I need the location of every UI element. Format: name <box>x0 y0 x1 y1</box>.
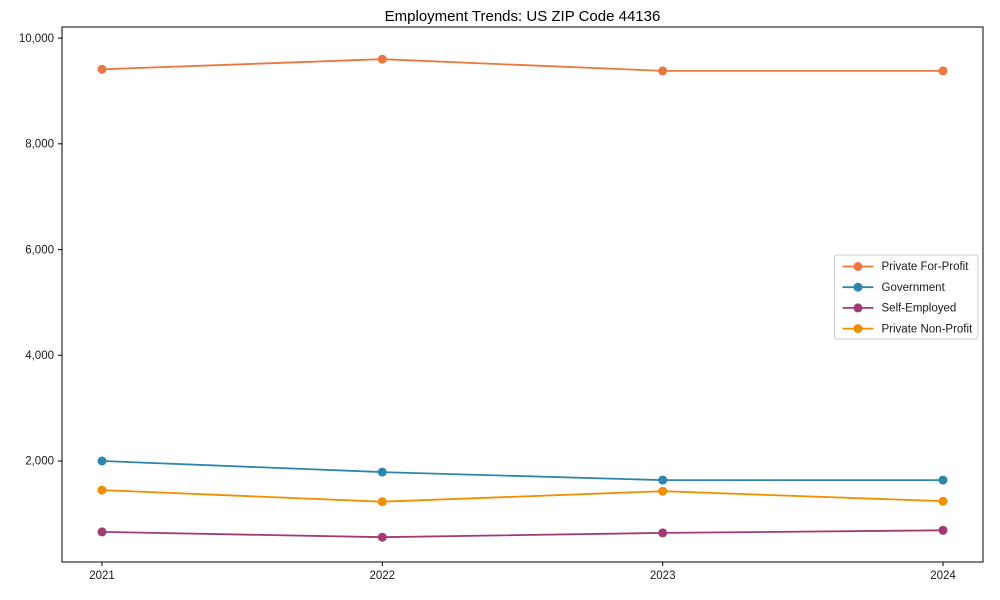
x-tick-label: 2022 <box>370 570 396 582</box>
legend-marker-self-employed <box>853 303 863 313</box>
series-marker-self-employed <box>377 532 387 542</box>
series-marker-self-employed <box>658 528 668 538</box>
plot-area: 2,000 4,000 6,000 8,000 10,000 2021 2022 2023 20… <box>19 26 984 582</box>
series-marker-government <box>97 456 107 466</box>
series-marker-private-for-profit <box>658 66 668 76</box>
x-tick-label: 2024 <box>930 570 956 582</box>
series-marker-private-for-profit <box>377 54 387 64</box>
y-tick-label: 8,000 <box>25 138 54 150</box>
series-marker-self-employed <box>938 525 948 535</box>
series-marker-self-employed <box>97 527 107 537</box>
series-marker-private-for-profit <box>97 64 107 74</box>
legend-label-government: Government <box>882 282 946 294</box>
y-tick-label: 10,000 <box>19 33 54 45</box>
series-marker-government <box>658 475 668 485</box>
y-tick-label: 6,000 <box>25 244 54 256</box>
legend-label-self-employed: Self-Employed <box>882 303 957 315</box>
series-marker-government <box>377 467 387 477</box>
y-tick-label: 4,000 <box>25 350 54 362</box>
series-marker-private-non-profit <box>97 485 107 495</box>
chart-title: Employment Trends: US ZIP Code 44136 <box>385 8 661 25</box>
legend-marker-private-non-profit <box>853 324 863 334</box>
series-line-self-employed <box>101 529 944 539</box>
plot-box <box>61 26 984 563</box>
legend-label-private-for-profit: Private For-Profit <box>882 261 970 273</box>
series-line-private-for-profit <box>101 58 943 72</box>
legend: Private For-Profit Government Self-Employe… <box>834 254 979 340</box>
legend-marker-government <box>853 282 863 292</box>
legend-label-private-non-profit: Private Non-Profit <box>882 323 974 335</box>
series-marker-private-non-profit <box>377 497 387 507</box>
y-tick-label: 2,000 <box>25 456 54 468</box>
x-tick-label: 2023 <box>650 570 676 582</box>
series-marker-government <box>938 475 948 485</box>
legend-box <box>834 254 979 340</box>
series-line-private-non-profit <box>101 489 944 503</box>
x-tick-label: 2021 <box>89 570 115 582</box>
series-line-government <box>101 460 943 481</box>
legend-marker-private-for-profit <box>853 262 863 271</box>
series-marker-private-non-profit <box>658 486 668 496</box>
series-marker-private-for-profit <box>938 66 948 76</box>
series-marker-private-non-profit <box>938 496 948 506</box>
